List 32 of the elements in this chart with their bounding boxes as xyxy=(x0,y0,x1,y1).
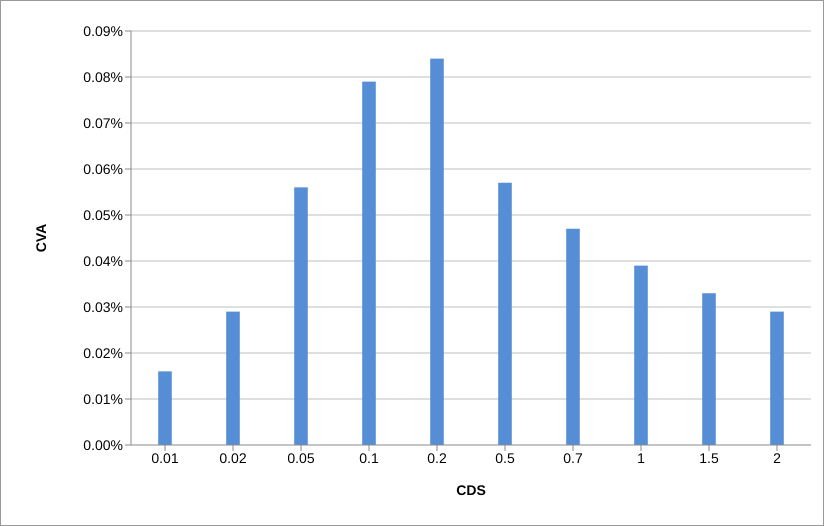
y-tick-label: 0.08% xyxy=(83,68,123,85)
y-axis-title: CVA xyxy=(32,224,49,252)
x-axis-title: CDS xyxy=(456,482,486,498)
x-tick-label: 0.01 xyxy=(151,450,179,466)
x-tick-label: 0.7 xyxy=(563,450,583,466)
y-tick-label: 0.04% xyxy=(83,252,123,269)
y-tick-label: 0.05% xyxy=(83,206,123,223)
y-tick-label: 0.00% xyxy=(83,436,123,453)
bar xyxy=(226,312,240,445)
x-tick-label: 1 xyxy=(637,450,646,466)
bar xyxy=(362,82,376,445)
bar xyxy=(430,58,444,445)
y-tick-label: 0.07% xyxy=(83,114,123,131)
bar xyxy=(294,187,308,445)
x-tick-label: 0.02 xyxy=(219,450,247,466)
x-tick-label: 0.2 xyxy=(427,450,447,466)
bar xyxy=(634,266,648,445)
y-tick-label: 0.09% xyxy=(83,22,123,39)
y-tick-label: 0.03% xyxy=(83,298,123,315)
x-tick-label: 0.05 xyxy=(287,450,315,466)
bar xyxy=(770,312,784,445)
x-tick-label: 2 xyxy=(773,450,782,466)
bar xyxy=(566,228,580,445)
bar xyxy=(158,371,172,445)
y-tick-label: 0.01% xyxy=(83,390,123,407)
bar xyxy=(498,182,512,445)
y-tick-label: 0.02% xyxy=(83,344,123,361)
y-tick-label: 0.06% xyxy=(83,160,123,177)
x-tick-label: 0.1 xyxy=(359,450,379,466)
x-tick-label: 0.5 xyxy=(495,450,515,466)
bar xyxy=(702,293,716,445)
x-tick-label: 1.5 xyxy=(699,450,719,466)
